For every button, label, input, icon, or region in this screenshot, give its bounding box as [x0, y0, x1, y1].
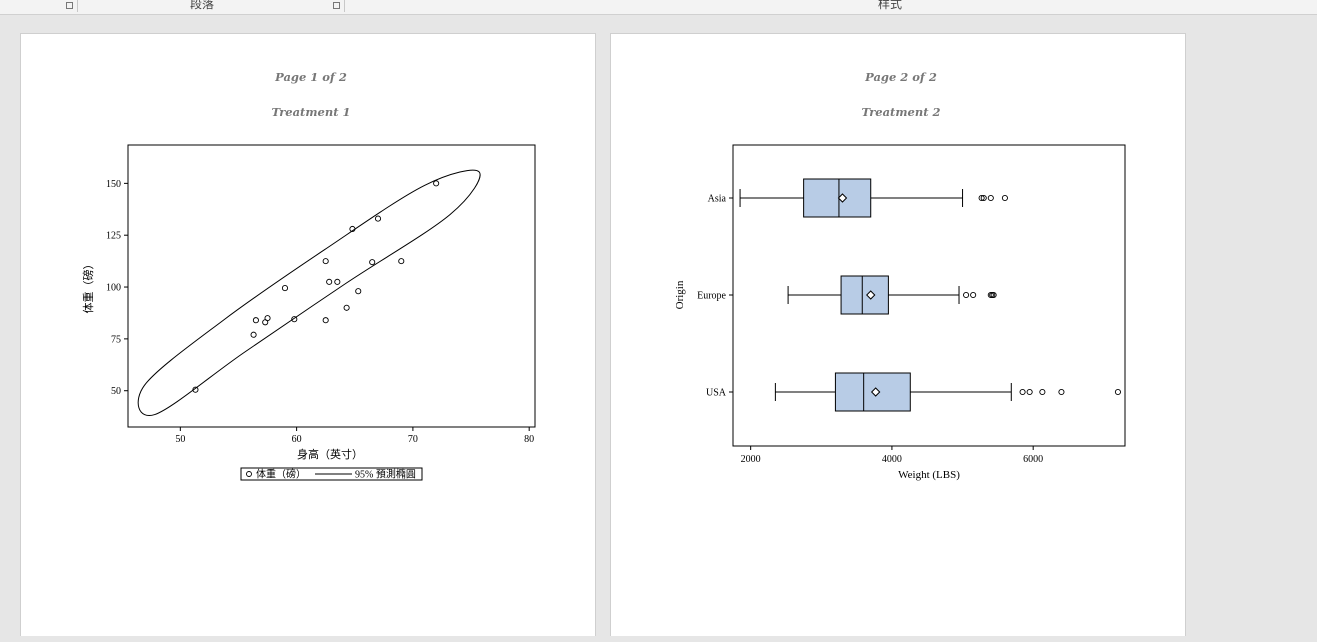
- mean-marker: [837, 193, 848, 203]
- scatter-chart: Page 1 of 2 Treatment 1 50 60 70 80 50 75 100 1…: [81, 70, 536, 481]
- scatter-point: [374, 215, 382, 222]
- x-tick-label: 4000: [882, 454, 902, 465]
- x-tick-label: 6000: [1023, 454, 1043, 465]
- box: [803, 178, 872, 218]
- chart-title: Treatment 1: [271, 105, 350, 119]
- y-tick-label: 75: [111, 334, 121, 345]
- page-label: Page 2 of 2: [864, 70, 937, 84]
- scatter-point: [322, 317, 329, 324]
- scatter-point: [291, 316, 298, 323]
- outlier-point: [1114, 388, 1121, 396]
- scatter-point: [355, 288, 362, 295]
- x-tick-label: 70: [408, 434, 418, 445]
- scatter-point: [281, 285, 289, 292]
- scatter-point: [343, 304, 350, 311]
- outlier-point: [963, 291, 970, 299]
- plot-frame: [127, 144, 536, 428]
- legend-label-ellipse: 95% 預測橢圓: [355, 468, 416, 481]
- mean-marker: [866, 290, 876, 300]
- ribbon-separator: [344, 0, 345, 12]
- scatter-point: [349, 225, 356, 233]
- scatter-point: [250, 331, 257, 338]
- legend-frame: [240, 467, 423, 481]
- y-tick-label: USA: [706, 388, 727, 399]
- ribbon-group-paragraph: 段落: [190, 0, 215, 11]
- scatter-point: [192, 386, 199, 393]
- mean-marker: [870, 387, 881, 397]
- dialog-launcher-icon[interactable]: [66, 2, 73, 9]
- x-tick-label: 50: [175, 434, 185, 445]
- x-tick-label: 60: [292, 434, 302, 445]
- outlier-point: [970, 291, 977, 299]
- scatter-point: [252, 317, 259, 324]
- outlier-point: [978, 194, 985, 202]
- legend-label-weight: 体重（磅）: [256, 468, 306, 481]
- box: [840, 275, 889, 315]
- ribbon: 段落 样式: [0, 0, 1317, 15]
- chart-title: Treatment 2: [861, 105, 940, 119]
- outlier-point: [1039, 388, 1046, 396]
- x-tick-label: 80: [524, 434, 534, 445]
- y-tick-label: 150: [106, 179, 121, 190]
- outlier-point: [987, 194, 994, 202]
- y-tick-label: 100: [106, 283, 121, 294]
- outlier-point: [1001, 194, 1008, 202]
- page-label: Page 1 of 2: [274, 70, 347, 84]
- document-page-1: Page 1 of 2 Treatment 1 50 60 70 80 50 75 100 1…: [20, 33, 596, 636]
- y-tick-label: Europe: [697, 291, 726, 302]
- ribbon-group-styles: 样式: [878, 0, 903, 11]
- scatter-point: [264, 315, 271, 322]
- outlier-point: [980, 194, 987, 202]
- scatter-point: [398, 258, 405, 265]
- scatter-point: [326, 278, 333, 285]
- scatter-point: [369, 259, 376, 266]
- outlier-point: [1058, 388, 1065, 396]
- outlier-point: [1019, 388, 1026, 396]
- y-axis-label: 体重（磅）: [81, 259, 95, 314]
- outlier-point: [1026, 388, 1033, 396]
- scatter-point: [322, 258, 329, 265]
- document-page-2: Page 2 of 2 Treatment 2 Asia Europe USA 200…: [610, 33, 1186, 636]
- dialog-launcher-icon[interactable]: [333, 2, 340, 9]
- legend: 体重（磅） 95% 預測橢圓: [240, 467, 423, 481]
- y-tick-label: 50: [111, 386, 121, 397]
- y-axis-label: Origin: [674, 280, 686, 309]
- legend-marker-circle: [246, 471, 252, 477]
- scatter-point: [433, 180, 440, 187]
- y-tick-label: Asia: [708, 194, 727, 205]
- x-axis-label: 身高（英寸）: [297, 447, 363, 461]
- scatter-point: [334, 278, 341, 285]
- prediction-ellipse: [137, 169, 481, 417]
- x-axis-label: Weight (LBS): [898, 469, 960, 481]
- x-tick-label: 2000: [741, 454, 761, 465]
- ribbon-separator: [77, 0, 78, 12]
- outlier-point: [990, 291, 997, 299]
- y-tick-label: 125: [106, 231, 121, 242]
- box-plot: Page 2 of 2 Treatment 2 Asia Europe USA 200…: [674, 70, 1126, 481]
